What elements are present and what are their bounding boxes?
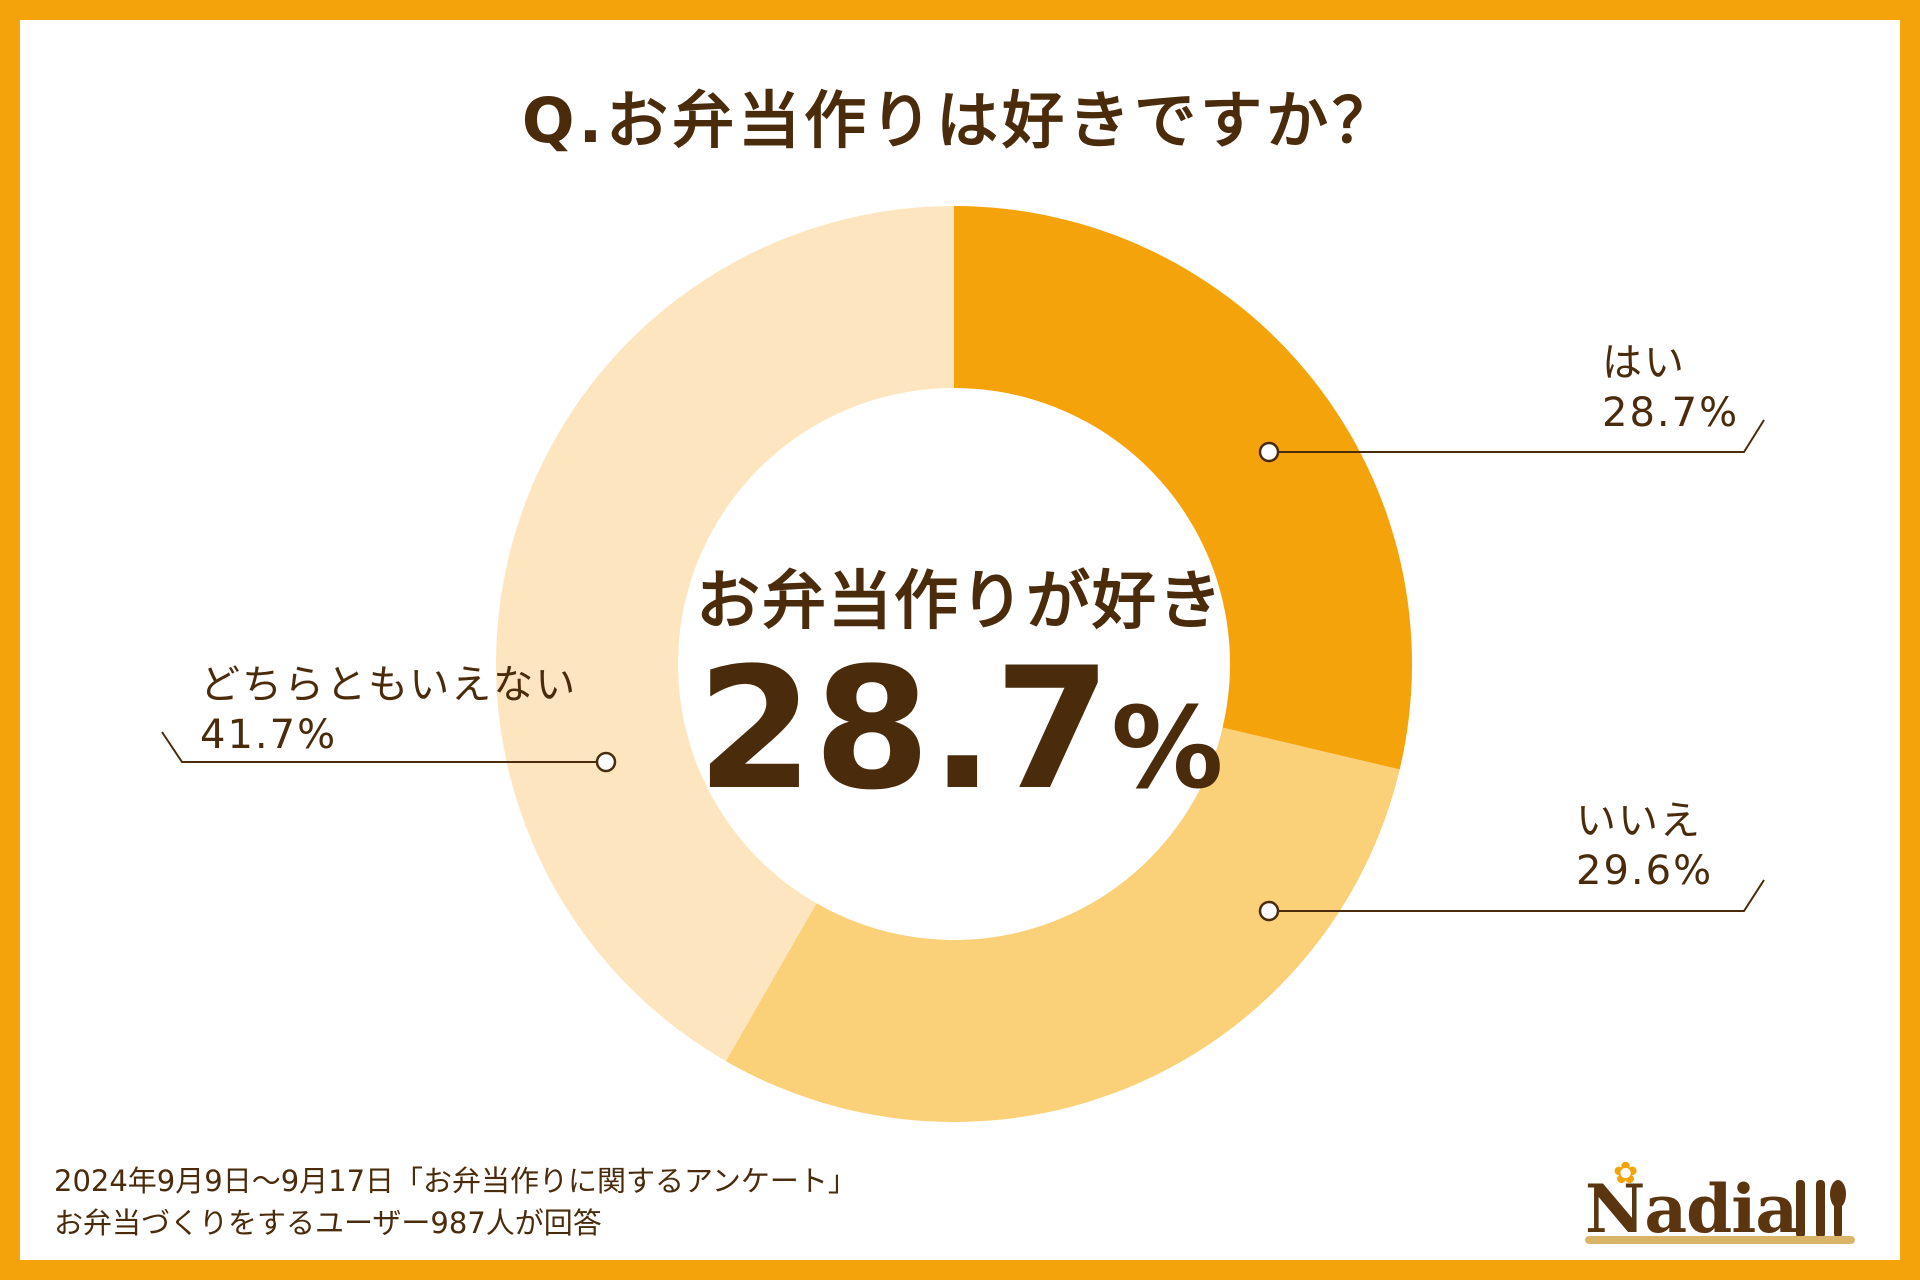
label-no-value: 29.6% (1576, 848, 1714, 894)
leader-line-yes (1269, 419, 1765, 453)
star-icon: ✿ (1613, 1156, 1639, 1191)
fork-spoon-icon (1796, 1180, 1846, 1238)
nadia-logo: ✿ Nadia (1585, 1156, 1875, 1250)
logo-underline (1585, 1236, 1855, 1244)
label-no-name: いいえ (1576, 798, 1702, 844)
label-yes-name: はい (1602, 340, 1686, 386)
survey-footer: 2024年9月9日〜9月17日「お弁当作りに関するアンケート」 お弁当づくりをす… (54, 1160, 857, 1244)
logo-text: Nadia (1585, 1170, 1798, 1248)
leader-dot-neutral (595, 751, 617, 773)
slice-no (725, 727, 1400, 1122)
leader-dot-yes (1258, 441, 1280, 463)
leader-line-neutral (161, 731, 606, 763)
chart-frame: Q.お弁当作りは好きですか？ お弁当作りが好き 28.7% はい 28.7% い… (20, 20, 1900, 1260)
label-neutral-value: 41.7% (200, 712, 338, 758)
footer-line-2: お弁当づくりをするユーザー987人が回答 (54, 1206, 602, 1241)
label-no: いいえ 29.6% (1576, 796, 1713, 896)
label-yes-value: 28.7% (1602, 390, 1740, 436)
slice-yes (954, 206, 1412, 770)
center-value: 28.7% (580, 645, 1340, 813)
chart-title: Q.お弁当作りは好きですか？ (521, 84, 1399, 157)
footer-line-1: 2024年9月9日〜9月17日「お弁当作りに関するアンケート」 (54, 1164, 857, 1198)
label-neutral-name: どちらともいえない (200, 662, 578, 708)
label-neutral: どちらともいえない 41.7% (200, 660, 577, 760)
leader-dot-no (1258, 900, 1280, 922)
label-yes: はい 28.7% (1602, 338, 1739, 438)
slice-neutral (495, 206, 954, 1062)
center-caption: お弁当作りが好き (696, 565, 1224, 639)
donut-chart (161, 206, 1765, 1122)
center-value-unit: % (1111, 684, 1224, 814)
leader-line-no (1269, 879, 1765, 912)
center-value-number: 28.7 (696, 631, 1112, 827)
